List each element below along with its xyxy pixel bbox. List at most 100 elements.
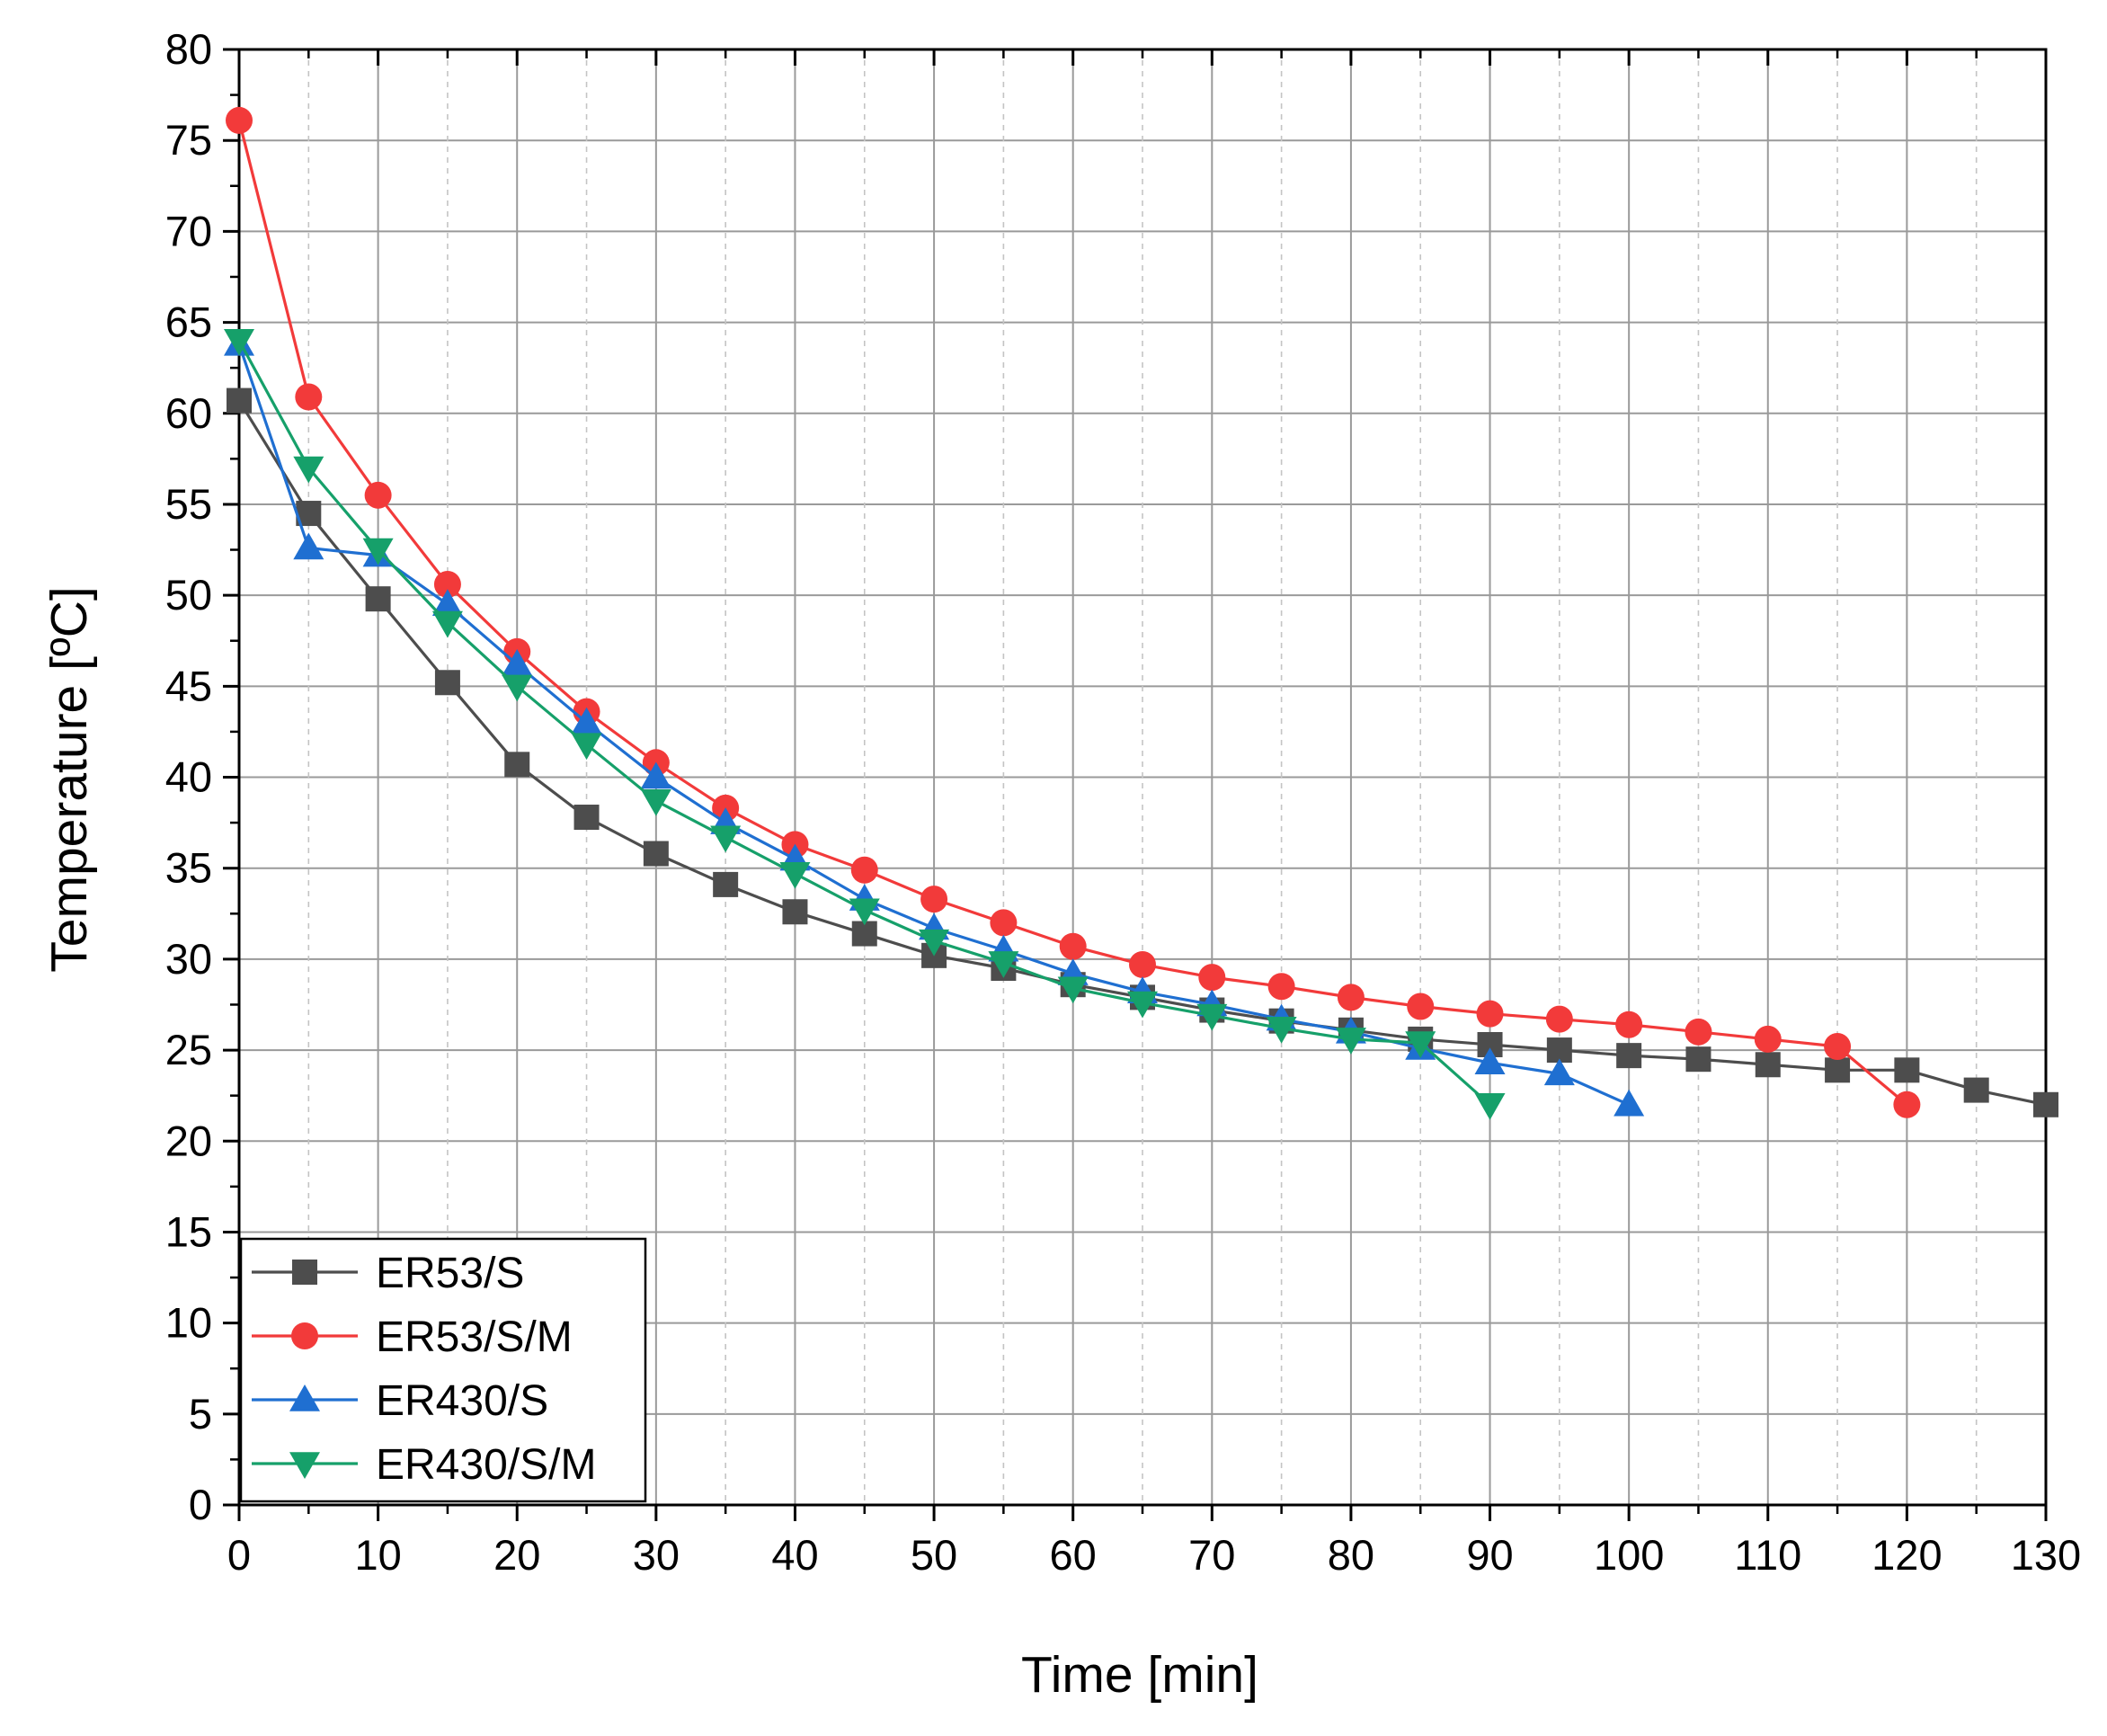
series-ER53/S/M	[226, 106, 1921, 1118]
data-point	[1545, 1005, 1573, 1033]
data-point	[1476, 1000, 1504, 1028]
data-point	[640, 789, 671, 816]
y-tick-label: 45	[165, 662, 212, 709]
data-point	[1615, 1010, 1643, 1038]
y-tick-label: 80	[165, 25, 212, 73]
x-tick-label: 0	[227, 1531, 251, 1579]
data-point	[364, 481, 392, 509]
data-point	[1407, 993, 1435, 1020]
data-point	[365, 586, 391, 612]
legend-item: ER53/S/M	[252, 1313, 573, 1361]
data-point	[990, 909, 1018, 937]
data-point	[431, 610, 463, 638]
data-point	[1893, 1091, 1921, 1118]
data-point	[1335, 1028, 1366, 1055]
data-point	[1266, 1017, 1297, 1044]
legend-marker	[289, 1452, 320, 1479]
x-tick-label: 90	[1466, 1531, 1513, 1579]
legend-marker	[289, 1384, 320, 1411]
legend-label: ER53/S	[376, 1250, 524, 1297]
data-point	[1614, 1089, 1645, 1117]
axes: 0 5 10 15 20 25 30 35 40 45 50 55 60 65 70 75 80 0 10 20 30 4…	[165, 25, 2081, 1579]
x-tick-label: 40	[771, 1531, 818, 1579]
data-point	[295, 383, 323, 411]
y-tick-label: 30	[165, 935, 212, 983]
data-point	[2033, 1091, 2058, 1117]
data-point	[782, 899, 808, 925]
y-tick-label: 10	[165, 1299, 212, 1347]
legend: ER53/S ER53/S/M ER430/S ER430/S/M	[239, 1237, 647, 1503]
x-tick-label: 20	[493, 1531, 540, 1579]
data-point	[1474, 1093, 1506, 1120]
data-point	[1129, 950, 1156, 978]
data-point	[710, 825, 742, 853]
y-tick-label: 60	[165, 389, 212, 437]
x-tick-label: 100	[1594, 1531, 1664, 1579]
data-point	[1198, 964, 1226, 992]
data-point	[1616, 1043, 1642, 1069]
data-point	[850, 856, 878, 884]
legend-item: ER430/S	[252, 1377, 548, 1425]
y-axis-label: Temperature [ºC]	[40, 586, 98, 972]
data-point	[1543, 1058, 1575, 1086]
data-point	[849, 898, 880, 926]
legend-item: ER430/S/M	[252, 1441, 596, 1489]
legend-item: ER53/S	[252, 1250, 524, 1297]
y-tick-label: 20	[165, 1117, 212, 1164]
data-point	[1057, 976, 1089, 1004]
data-point	[362, 538, 394, 565]
x-tick-label: 130	[2011, 1531, 2081, 1579]
y-tick-label: 40	[165, 753, 212, 801]
data-point	[293, 532, 324, 560]
legend-marker	[292, 1260, 317, 1285]
data-point	[502, 649, 533, 676]
x-tick-label: 80	[1328, 1531, 1374, 1579]
legend-label: ER430/S/M	[376, 1441, 596, 1489]
y-tick-label: 5	[189, 1390, 212, 1438]
data-point	[571, 733, 602, 761]
data-point	[988, 951, 1019, 978]
data-point	[431, 589, 463, 616]
data-point	[1755, 1052, 1781, 1078]
data-point	[1337, 984, 1365, 1011]
x-axis-label: Time [min]	[1021, 1646, 1258, 1704]
y-tick-label: 35	[165, 844, 212, 892]
y-tick-label: 65	[165, 298, 212, 346]
y-tick-label: 70	[165, 207, 212, 254]
x-tick-label: 120	[1871, 1531, 1942, 1579]
data-point	[502, 674, 533, 702]
data-point	[504, 752, 530, 778]
data-point	[1824, 1033, 1852, 1061]
x-tick-label: 30	[633, 1531, 680, 1579]
y-tick-label: 25	[165, 1026, 212, 1073]
legend-label: ER430/S	[376, 1377, 548, 1425]
data-point	[1894, 1057, 1920, 1083]
data-point	[1825, 1057, 1851, 1083]
x-tick-label: 110	[1734, 1531, 1801, 1579]
grid	[239, 49, 2046, 1505]
data-point	[1754, 1025, 1782, 1053]
data-point	[571, 707, 602, 734]
data-point	[640, 761, 671, 789]
data-point	[226, 106, 253, 134]
data-point	[1474, 1047, 1506, 1074]
y-tick-label: 55	[165, 480, 212, 528]
data-point	[1405, 1031, 1436, 1058]
legend-label: ER53/S/M	[376, 1313, 573, 1361]
y-tick-label: 50	[165, 571, 212, 619]
y-tick-label: 75	[165, 116, 212, 164]
y-tick-label: 15	[165, 1207, 212, 1255]
data-point	[1196, 1003, 1228, 1031]
series-layer	[224, 106, 2058, 1120]
x-tick-label: 10	[354, 1531, 401, 1579]
data-point	[1267, 973, 1295, 1001]
data-point	[1685, 1046, 1711, 1073]
data-point	[573, 805, 600, 831]
data-point	[227, 387, 252, 414]
x-tick-label: 70	[1188, 1531, 1235, 1579]
series-ER53/S	[227, 387, 2058, 1117]
data-point	[643, 841, 669, 867]
data-point	[1963, 1077, 1989, 1103]
